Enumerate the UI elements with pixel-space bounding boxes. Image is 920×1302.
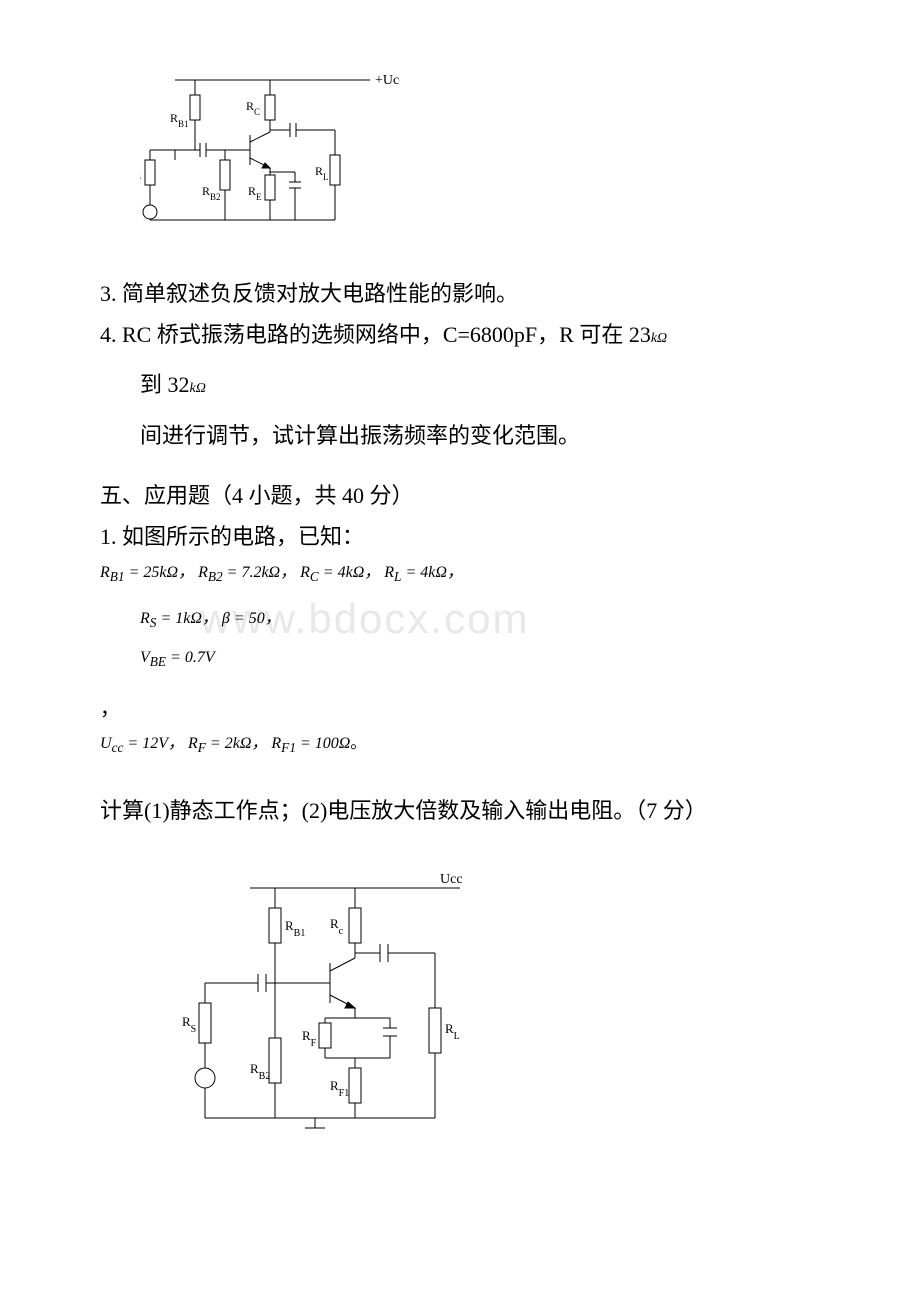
q4-unit-2: kΩ: [190, 381, 206, 396]
svg-text:Rc: Rc: [330, 916, 344, 937]
formula-3: VBE = 0.7V: [140, 645, 820, 673]
svg-text:RC: RC: [246, 99, 260, 117]
svg-text:RB1: RB1: [285, 918, 305, 939]
page-content: +Ucc RB1 RC: [100, 60, 820, 1164]
question-5-1: 1. 如图所示的电路，已知：: [100, 519, 820, 554]
svg-text:RB2: RB2: [202, 184, 221, 202]
svg-text:RL: RL: [315, 164, 329, 182]
q4-text-2: 到 32: [140, 372, 190, 397]
q4-text-1: 4. RC 桥式振荡电路的选频网络中，C=6800pF，R 可在 23: [100, 322, 651, 347]
formula-1: RB1 = 25kΩ， RB2 = 7.2kΩ， RC = 4kΩ， RL = …: [100, 560, 820, 588]
svg-text:RF1: RF1: [330, 1078, 349, 1099]
svg-text:RS: RS: [182, 1014, 196, 1035]
question-4-line2: 到 32kΩ: [140, 367, 820, 402]
circuit-diagram-2: Ucc RB1 Rc: [140, 858, 820, 1164]
question-5-calc: 计算(1)静态工作点；(2)电压放大倍数及输入输出电阻。（7 分）: [100, 793, 820, 828]
svg-text:RB1: RB1: [170, 111, 189, 129]
circuit-2-svg: Ucc RB1 Rc: [180, 858, 490, 1158]
svg-text:RE: RE: [248, 184, 262, 202]
question-4-line3: 间进行调节，试计算出振荡频率的变化范围。: [140, 418, 820, 453]
comma-line: ，: [100, 693, 820, 725]
svg-text:+Ucc: +Ucc: [375, 73, 400, 88]
question-3: 3. 简单叙述负反馈对放大电路性能的影响。: [100, 276, 820, 311]
circuit-diagram-1: +Ucc RB1 RC: [140, 60, 820, 246]
circuit-1-svg: +Ucc RB1 RC: [140, 60, 400, 240]
formula-4: Ucc = 12V， RF = 2kΩ， RF1 = 100Ω。: [100, 731, 820, 759]
q4-unit-1: kΩ: [651, 331, 667, 346]
svg-text:Ucc: Ucc: [440, 872, 463, 887]
svg-text:RS: RS: [140, 164, 141, 182]
svg-text:RL: RL: [445, 1021, 460, 1042]
svg-text:RF: RF: [302, 1028, 317, 1049]
formula-2: RS = 1kΩ， β = 50，: [140, 606, 820, 634]
section-5-title: 五、应用题（4 小题，共 40 分）: [100, 478, 820, 513]
question-4-line1: 4. RC 桥式振荡电路的选频网络中，C=6800pF，R 可在 23kΩ: [100, 317, 820, 352]
svg-text:RB2: RB2: [250, 1061, 270, 1082]
